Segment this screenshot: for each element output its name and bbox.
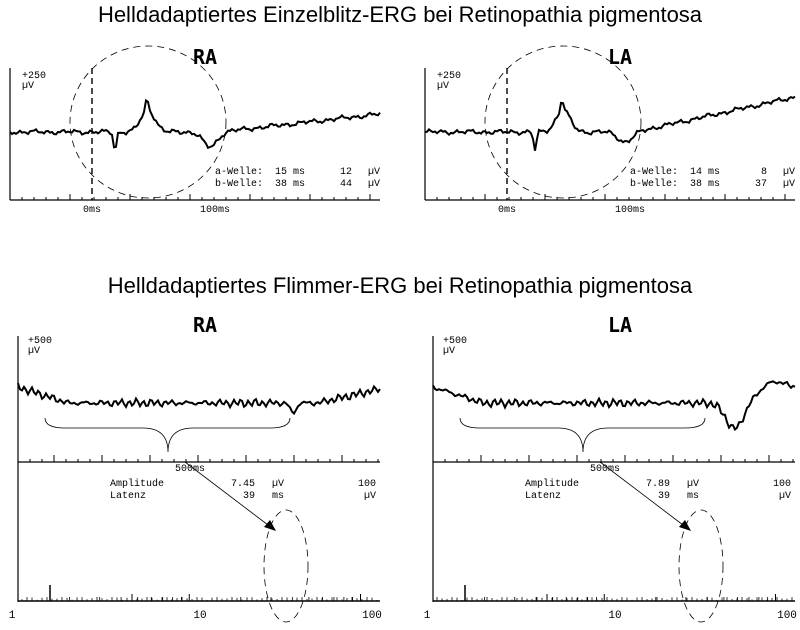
- scale-label: +250: [22, 71, 46, 82]
- latency-unit: ms: [272, 491, 284, 502]
- spectrum-tick-label: 1: [424, 610, 431, 622]
- highlight-ellipse: [263, 509, 309, 623]
- erg-trace: [424, 95, 796, 151]
- eye-label: LA: [608, 313, 632, 337]
- eye-label: LA: [608, 45, 632, 69]
- spectrum-tick-label: 100: [362, 610, 382, 622]
- spectrum-unit: µV: [779, 491, 791, 502]
- unit-label: µV: [28, 346, 40, 357]
- measure-unit: µV: [783, 179, 795, 190]
- spectrum-max: 100: [358, 479, 376, 490]
- time-label: 100ms: [200, 205, 230, 216]
- measure-amplitude: 8: [761, 167, 767, 178]
- unit-label: µV: [443, 346, 455, 357]
- scale-label: +500: [28, 336, 52, 347]
- time-label: 100ms: [615, 205, 645, 216]
- scale-label: +500: [443, 336, 467, 347]
- brace: [459, 417, 706, 453]
- measure-unit: µV: [368, 179, 380, 190]
- eye-label: RA: [193, 45, 217, 69]
- scale-label: +250: [437, 71, 461, 82]
- highlight-circle: [69, 45, 227, 199]
- flicker-trace: [432, 380, 796, 432]
- measure-label: b-Welle:: [630, 178, 678, 190]
- measure-label: a-Welle:: [630, 166, 678, 178]
- measure-latency: 15 ms: [275, 167, 305, 178]
- spectrum-tick-label: 10: [608, 610, 621, 622]
- highlight-circle: [484, 45, 642, 199]
- measure-amplitude: 37: [755, 179, 767, 190]
- spectrum-unit: µV: [364, 491, 376, 502]
- measure-amplitude: 44: [340, 179, 352, 190]
- axis-line: [184, 461, 273, 529]
- latency-unit: ms: [687, 491, 699, 502]
- spectrum-tick-label: 1: [9, 610, 16, 622]
- amplitude-value: 7.89: [646, 479, 670, 490]
- amplitude-label: Amplitude: [525, 478, 579, 490]
- amplitude-label: Amplitude: [110, 478, 164, 490]
- section-title: Helldadaptiertes Einzelblitz-ERG bei Ret…: [98, 2, 703, 27]
- time-label: 500ms: [175, 464, 205, 475]
- measure-latency: 38 ms: [690, 179, 720, 190]
- amplitude-unit: µV: [272, 479, 284, 490]
- measure-unit: µV: [783, 167, 795, 178]
- latency-value: 39: [658, 491, 670, 502]
- time-label: 500ms: [590, 464, 620, 475]
- unit-label: µV: [437, 81, 449, 92]
- arrow-head: [679, 520, 691, 531]
- spectrum-max: 100: [773, 479, 791, 490]
- measure-label: b-Welle:: [215, 178, 263, 190]
- unit-label: µV: [22, 81, 34, 92]
- measure-label: a-Welle:: [215, 166, 263, 178]
- measure-latency: 14 ms: [690, 167, 720, 178]
- flicker-trace: [17, 382, 381, 416]
- amplitude-unit: µV: [687, 479, 699, 490]
- axis-line: [599, 461, 688, 529]
- amplitude-value: 7.45: [231, 479, 255, 490]
- eye-label: RA: [193, 313, 217, 337]
- latency-label: Latenz: [525, 491, 561, 502]
- measure-amplitude: 12: [340, 167, 352, 178]
- spectrum-tick-label: 100: [777, 610, 797, 622]
- measure-unit: µV: [368, 167, 380, 178]
- erg-trace: [9, 98, 381, 150]
- time-label: 0ms: [83, 205, 101, 216]
- latency-label: Latenz: [110, 491, 146, 502]
- time-label: 0ms: [498, 205, 516, 216]
- spectrum-tick-label: 10: [193, 610, 206, 622]
- measure-latency: 38 ms: [275, 179, 305, 190]
- brace: [44, 417, 291, 453]
- highlight-ellipse: [678, 509, 724, 623]
- latency-value: 39: [243, 491, 255, 502]
- section-title: Helldadaptiertes Flimmer-ERG bei Retinop…: [108, 273, 693, 298]
- arrow-head: [264, 520, 276, 531]
